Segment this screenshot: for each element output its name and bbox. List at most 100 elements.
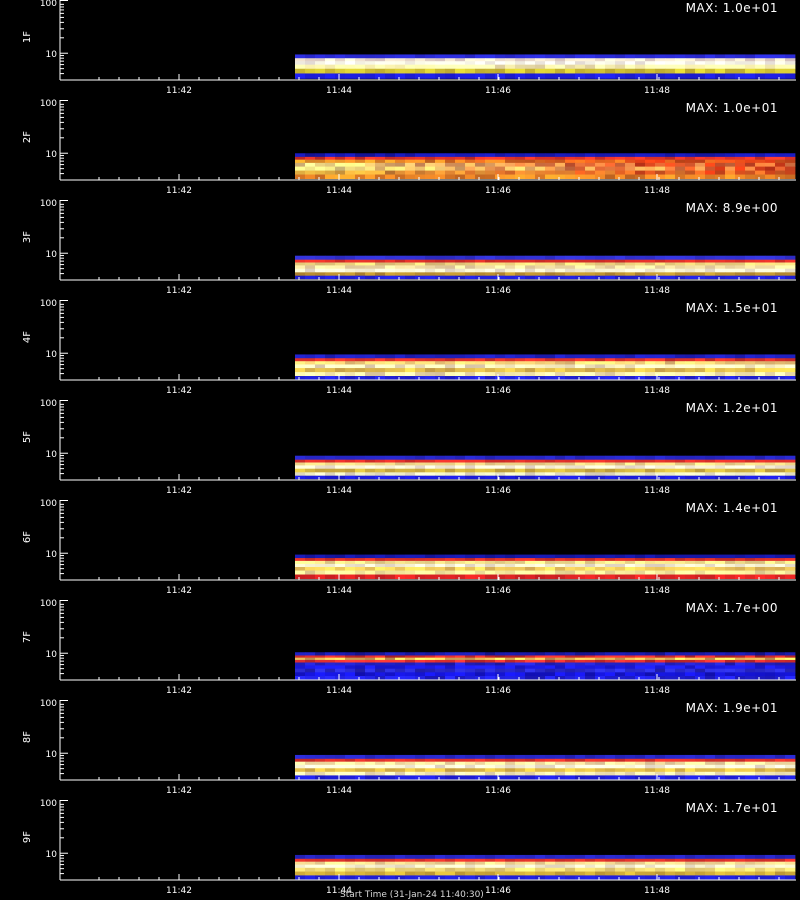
heatmap-cell — [605, 358, 616, 362]
heatmap-cell — [435, 58, 446, 62]
heatmap-cell — [415, 61, 426, 66]
heatmap-cell — [535, 462, 546, 466]
heatmap-cell — [755, 657, 766, 661]
heatmap-cell — [505, 775, 516, 780]
heatmap-cell — [435, 368, 446, 373]
heatmap-cell — [575, 563, 586, 568]
heatmap-cell — [695, 574, 706, 579]
heatmap-cell — [565, 64, 576, 70]
heatmap-cell — [715, 563, 726, 568]
heatmap-cell — [655, 867, 666, 872]
heatmap-cell — [515, 854, 526, 860]
heatmap-cell — [615, 468, 626, 473]
heatmap-cell — [765, 558, 776, 562]
heatmap-cell — [735, 672, 746, 677]
heatmap-cell — [345, 566, 356, 571]
heatmap-cell — [375, 566, 386, 571]
heatmap-cell — [725, 170, 736, 175]
heatmap-cell — [425, 554, 436, 559]
heatmap-cell — [665, 854, 676, 860]
heatmap-cell — [475, 655, 486, 659]
heatmap-cell — [565, 368, 576, 373]
heatmap-cell — [595, 668, 606, 673]
heatmap-cell — [615, 259, 626, 263]
heatmap-cell — [535, 272, 546, 277]
heatmap-cell — [785, 364, 796, 369]
heatmap-cell — [585, 272, 596, 277]
heatmap-cell — [655, 563, 666, 568]
heatmap-cell — [755, 358, 766, 362]
heatmap-cell — [765, 68, 776, 74]
heatmap-cell — [585, 354, 596, 359]
heatmap-cell — [635, 871, 646, 876]
x-tick-label: 11:46 — [485, 86, 511, 96]
heatmap-cell — [375, 652, 386, 656]
heatmap-cell — [605, 272, 616, 277]
heatmap-cell — [665, 61, 676, 66]
heatmap-cell — [715, 676, 726, 680]
heatmap-cell — [395, 554, 406, 559]
heatmap-cell — [575, 265, 586, 270]
heatmap-cell — [715, 465, 726, 470]
heatmap-cell — [625, 64, 636, 70]
heatmap-cell — [685, 61, 696, 66]
heatmap-cell — [755, 68, 766, 74]
heatmap-cell — [455, 156, 466, 161]
heatmap-cell — [705, 354, 716, 359]
heatmap-cell — [565, 364, 576, 369]
heatmap-cell — [495, 665, 506, 670]
heatmap-cell — [315, 364, 326, 369]
heatmap-cell — [765, 255, 776, 261]
heatmap-cell — [775, 354, 786, 359]
heatmap-cell — [755, 376, 766, 380]
heatmap-cell — [295, 871, 306, 876]
heatmap-cell — [755, 170, 766, 175]
heatmap-cell — [315, 566, 326, 571]
heatmap-cell — [665, 771, 676, 776]
heatmap-cell — [615, 563, 626, 568]
heatmap-cell — [425, 472, 436, 477]
heatmap-cell — [535, 768, 546, 773]
heatmap-cell — [455, 354, 466, 359]
heatmap-cell — [725, 570, 736, 575]
heatmap-cell — [575, 159, 586, 164]
heatmap-cell — [655, 566, 666, 571]
heatmap-cell — [595, 364, 606, 369]
heatmap-cell — [775, 676, 786, 680]
heatmap-cell — [475, 861, 486, 866]
heatmap-cell — [465, 662, 476, 666]
heatmap-cell — [745, 864, 756, 869]
heatmap-cell — [645, 771, 656, 776]
heatmap-cell — [315, 162, 326, 168]
heatmap-cell — [465, 265, 476, 270]
heatmap-cell — [785, 570, 796, 575]
heatmap-cell — [325, 268, 336, 273]
heatmap-cell — [415, 354, 426, 359]
heatmap-cell — [345, 361, 356, 365]
heatmap-cell — [745, 68, 756, 74]
heatmap-cell — [435, 354, 446, 359]
heatmap-cell — [305, 376, 316, 380]
heatmap-cell — [635, 275, 646, 280]
heatmap-cell — [315, 758, 326, 763]
heatmap-cell — [665, 262, 676, 266]
heatmap-cell — [405, 574, 416, 579]
heatmap-cell — [505, 61, 516, 66]
heatmap-cell — [785, 68, 796, 74]
heatmap-cell — [505, 758, 516, 763]
heatmap-cell — [625, 159, 636, 164]
heatmap-cell — [535, 159, 546, 164]
heatmap-cell — [395, 170, 406, 175]
heatmap-cell — [715, 166, 726, 171]
heatmap-cell — [655, 368, 666, 373]
heatmap-cell — [725, 472, 736, 477]
heatmap-cell — [545, 861, 556, 866]
heatmap-cell — [725, 455, 736, 461]
heatmap-cell — [745, 358, 756, 362]
heatmap-cell — [625, 861, 636, 866]
heatmap-cell — [655, 659, 666, 663]
heatmap-cell — [415, 858, 426, 863]
heatmap-cell — [555, 358, 566, 362]
heatmap-cell — [775, 153, 786, 158]
heatmap-cell — [575, 170, 586, 175]
